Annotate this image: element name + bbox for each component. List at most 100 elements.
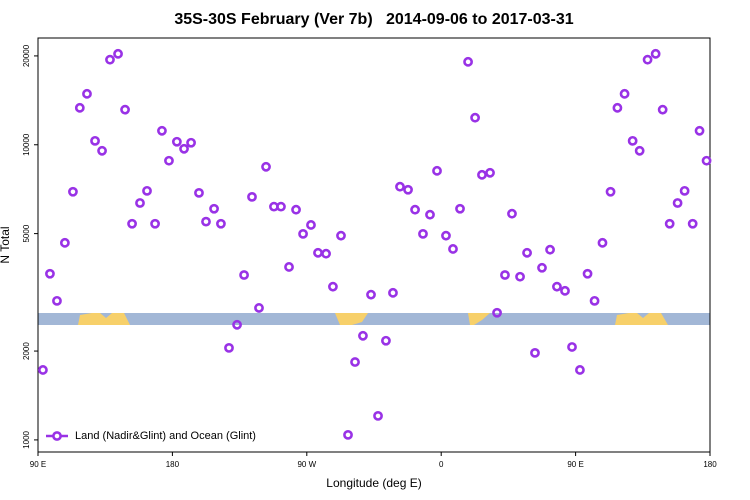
point	[216, 218, 226, 229]
point	[500, 270, 510, 280]
point	[358, 330, 368, 341]
point	[470, 112, 480, 123]
y-tick-label: 2000	[22, 342, 31, 360]
point	[97, 145, 107, 156]
point	[425, 209, 435, 220]
point	[403, 184, 413, 195]
point	[455, 203, 465, 214]
point	[575, 365, 585, 375]
point	[441, 230, 451, 241]
point	[336, 230, 346, 241]
point	[507, 208, 517, 219]
point	[321, 248, 331, 259]
point	[45, 268, 55, 279]
y-axis-label: N Total	[0, 226, 12, 263]
point	[186, 137, 196, 148]
y-tick-label: 1000	[22, 430, 31, 448]
point	[418, 228, 428, 239]
land-shape	[468, 313, 490, 325]
point	[194, 187, 204, 198]
point	[612, 102, 623, 113]
x-tick-label: 180	[703, 460, 717, 469]
point	[127, 218, 137, 229]
point	[597, 237, 608, 248]
x-tick-label: 90 W	[297, 460, 316, 469]
point	[224, 342, 234, 353]
point	[432, 165, 442, 176]
point	[135, 198, 145, 208]
point	[120, 104, 130, 115]
point	[664, 218, 675, 229]
point	[209, 203, 219, 214]
point	[59, 237, 70, 248]
point	[395, 181, 405, 192]
y-tick-label: 20000	[22, 44, 31, 67]
point	[582, 268, 593, 279]
point	[142, 185, 152, 196]
point	[157, 125, 167, 136]
point	[530, 347, 540, 358]
point	[68, 186, 78, 197]
point	[485, 167, 495, 178]
point	[90, 135, 100, 146]
point	[477, 169, 487, 180]
point	[306, 220, 316, 230]
point	[657, 104, 668, 115]
point	[350, 357, 360, 367]
point	[381, 335, 391, 346]
point	[313, 247, 323, 258]
point	[701, 155, 712, 166]
point	[515, 271, 525, 282]
y-tick-label: 10000	[22, 133, 31, 156]
point	[150, 218, 160, 229]
point	[634, 145, 645, 156]
point	[545, 244, 555, 255]
point	[694, 125, 705, 136]
land-band	[38, 313, 710, 325]
point	[492, 307, 502, 318]
point	[560, 285, 570, 296]
point	[366, 289, 376, 300]
legend-label: Land (Nadir&Glint) and Ocean (Glint)	[75, 430, 256, 442]
x-tick-label: 0	[439, 460, 444, 469]
plot-frame	[37, 37, 711, 453]
y-tick-label: 5000	[22, 224, 31, 242]
point	[82, 88, 92, 99]
point	[567, 342, 577, 352]
ocean-band	[38, 313, 710, 325]
point	[627, 135, 638, 146]
point	[448, 244, 458, 254]
point	[247, 191, 257, 202]
point	[650, 48, 661, 59]
point	[232, 319, 242, 330]
point	[605, 186, 616, 197]
x-tick-label: 90 E	[30, 460, 46, 469]
point	[463, 56, 473, 67]
point	[679, 185, 690, 196]
point	[328, 281, 338, 292]
x-tick-label: 90 E	[567, 460, 583, 469]
point	[261, 161, 271, 172]
legend-marker	[52, 431, 62, 441]
land-shape	[335, 313, 368, 325]
point	[179, 143, 189, 154]
point	[298, 228, 308, 239]
point	[74, 102, 85, 113]
point	[672, 198, 683, 208]
point	[589, 295, 600, 306]
point	[201, 216, 211, 227]
point	[343, 429, 353, 440]
point	[113, 48, 123, 59]
point	[537, 262, 547, 273]
point	[276, 201, 286, 212]
point	[522, 247, 532, 258]
point	[38, 365, 48, 375]
point	[552, 281, 562, 292]
land-shape	[78, 313, 130, 325]
point	[410, 204, 420, 215]
point	[291, 204, 301, 215]
x-tick-label: 180	[166, 460, 180, 469]
point	[687, 218, 698, 229]
point	[388, 287, 398, 298]
